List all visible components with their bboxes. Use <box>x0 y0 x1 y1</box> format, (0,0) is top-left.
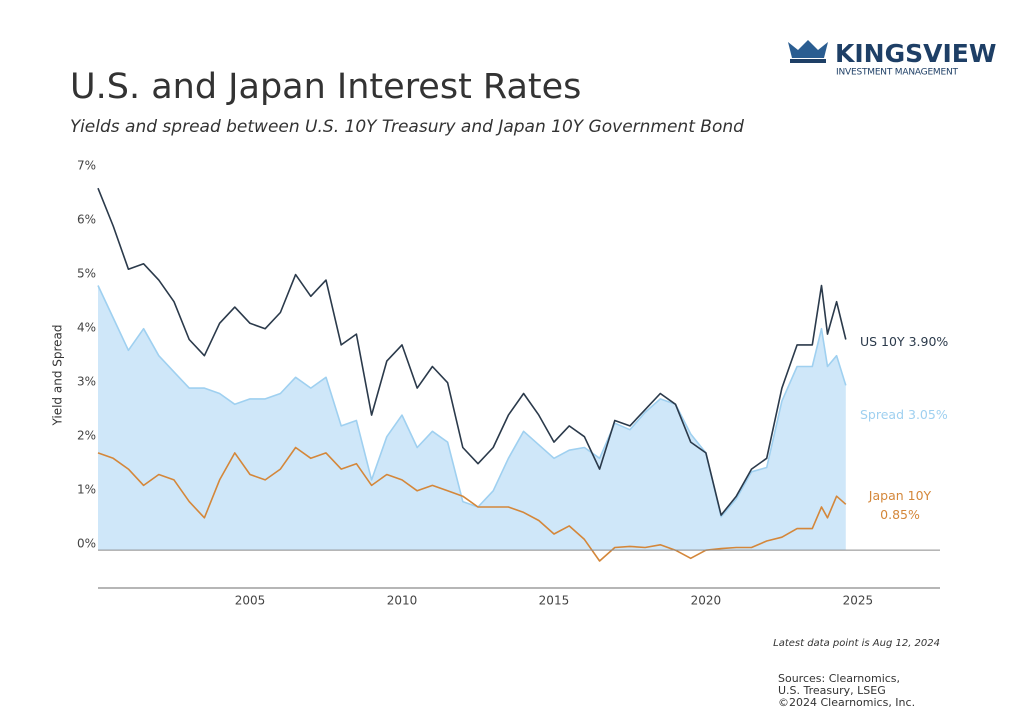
x-tick-label: 2005 <box>235 594 266 608</box>
y-tick-label: 1% <box>77 483 96 497</box>
series-line <box>97 285 847 518</box>
y-tick-label: 4% <box>77 321 96 335</box>
spread-area <box>98 285 846 551</box>
y-tick-label: 2% <box>77 429 96 443</box>
brand-tagline: INVESTMENT MANAGEMENT <box>836 68 959 78</box>
y-axis-label: Yield and Spread <box>51 324 65 426</box>
note: Latest data point is Aug 12, 2024 <box>773 638 940 649</box>
x-tick-label: 2015 <box>539 594 570 608</box>
y-tick-label: 3% <box>77 375 96 389</box>
source: ©2024 Clearnomics, Inc. <box>778 696 915 709</box>
chart-subtitle: Yields and spread between U.S. 10Y Treas… <box>70 117 744 137</box>
x-tick-label: 2020 <box>691 594 722 608</box>
end-label: Spread 3.05% <box>860 407 948 422</box>
x-tick-label: 2025 <box>843 594 874 608</box>
source: Sources: Clearnomics, <box>778 672 900 685</box>
source: U.S. Treasury, LSEG <box>778 684 886 697</box>
logo-crown <box>788 40 828 58</box>
logo-base <box>790 59 826 63</box>
end-label: 0.85% <box>880 507 920 522</box>
series-line <box>97 187 847 516</box>
y-tick-label: 0% <box>77 537 96 551</box>
x-tick-label: 2010 <box>387 594 418 608</box>
chart-title: U.S. and Japan Interest Rates <box>70 67 581 107</box>
end-label: US 10Y 3.90% <box>860 334 948 349</box>
y-tick-label: 7% <box>77 159 96 173</box>
logo <box>788 40 828 63</box>
y-tick-label: 5% <box>77 267 96 281</box>
y-tick-label: 6% <box>77 213 96 227</box>
brand-name: KINGSVIEW <box>835 39 996 68</box>
end-label: Japan 10Y <box>868 488 932 503</box>
series-line <box>97 446 847 562</box>
